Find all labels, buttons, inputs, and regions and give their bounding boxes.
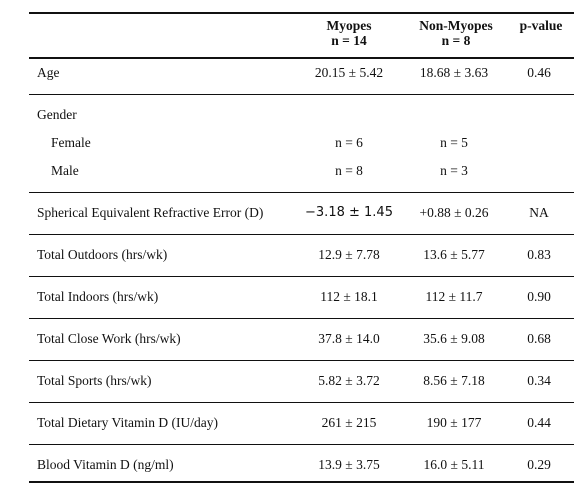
row-closework-non-myopes: 35.6 ± 9.08 xyxy=(423,331,485,346)
row-blood-vitd-non-myopes: 16.0 ± 5.11 xyxy=(423,457,485,472)
row-ser-myopes: −3.18 ± 1.45 xyxy=(305,205,393,220)
row-blood-vitd-myopes: 13.9 ± 3.75 xyxy=(318,457,380,472)
row-age-myopes: 20.15 ± 5.42 xyxy=(314,65,384,80)
row-male-non-myopes: n = 3 xyxy=(440,163,468,178)
row-indoors-p: 0.90 xyxy=(527,289,551,304)
row-divider xyxy=(29,318,574,320)
row-age-label: Age xyxy=(37,65,60,80)
row-blood-vitd-label: Blood Vitamin D (ng/ml) xyxy=(37,457,174,472)
row-outdoors-label: Total Outdoors (hrs/wk) xyxy=(37,247,168,262)
row-blood-vitd-p: 0.29 xyxy=(527,457,551,472)
row-sports-p: 0.34 xyxy=(527,373,551,388)
row-indoors-label: Total Indoors (hrs/wk) xyxy=(37,289,159,304)
row-divider xyxy=(29,360,574,362)
row-female-label: Female xyxy=(51,135,91,150)
row-outdoors-myopes: 12.9 ± 7.78 xyxy=(318,247,380,262)
row-outdoors-non-myopes: 13.6 ± 5.77 xyxy=(423,247,485,262)
row-male-myopes: n = 8 xyxy=(335,163,363,178)
row-divider xyxy=(29,192,574,194)
header-non-myopes: Non-Myopes n = 8 xyxy=(419,18,493,48)
row-female-non-myopes: n = 5 xyxy=(440,135,468,150)
row-dietary-vitd-non-myopes: 190 ± 177 xyxy=(426,415,482,430)
header-non-myopes-title: Non-Myopes xyxy=(419,18,493,33)
table-top-rule xyxy=(29,12,574,14)
row-closework-p: 0.68 xyxy=(527,331,551,346)
header-myopes-title: Myopes xyxy=(326,18,372,33)
header-myopes-n: n = 14 xyxy=(331,33,367,48)
row-ser-p: NA xyxy=(529,205,549,220)
row-sports-label: Total Sports (hrs/wk) xyxy=(37,373,152,388)
row-dietary-vitd-p: 0.44 xyxy=(527,415,551,430)
row-age-p: 0.46 xyxy=(527,65,551,80)
header-p-value: p-value xyxy=(519,18,563,33)
header-bottom-rule xyxy=(29,57,574,59)
row-divider xyxy=(29,276,574,278)
row-divider xyxy=(29,94,574,96)
row-divider xyxy=(29,444,574,446)
row-indoors-non-myopes: 112 ± 11.7 xyxy=(425,289,483,304)
row-indoors-myopes: 112 ± 18.1 xyxy=(320,289,378,304)
row-outdoors-p: 0.83 xyxy=(527,247,551,262)
row-divider xyxy=(29,402,574,404)
row-gender-label: Gender xyxy=(37,107,77,122)
table-bottom-rule xyxy=(29,481,574,483)
header-myopes: Myopes n = 14 xyxy=(327,18,372,48)
row-ser-non-myopes: +0.88 ± 0.26 xyxy=(419,205,489,220)
row-closework-myopes: 37.8 ± 14.0 xyxy=(318,331,380,346)
header-non-myopes-n: n = 8 xyxy=(441,33,471,48)
row-female-myopes: n = 6 xyxy=(335,135,363,150)
row-male-label: Male xyxy=(51,163,79,178)
row-sports-myopes: 5.82 ± 3.72 xyxy=(318,373,380,388)
row-age-non-myopes: 18.68 ± 3.63 xyxy=(419,65,489,80)
row-closework-label: Total Close Work (hrs/wk) xyxy=(37,331,181,346)
row-dietary-vitd-label: Total Dietary Vitamin D (IU/day) xyxy=(37,415,218,430)
row-dietary-vitd-myopes: 261 ± 215 xyxy=(321,415,377,430)
row-ser-label: Spherical Equivalent Refractive Error (D… xyxy=(37,205,264,220)
row-divider xyxy=(29,234,574,236)
row-sports-non-myopes: 8.56 ± 7.18 xyxy=(423,373,485,388)
